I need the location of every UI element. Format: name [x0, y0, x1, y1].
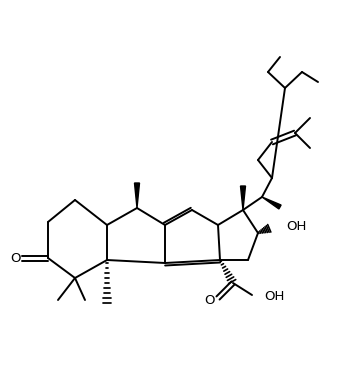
Polygon shape	[240, 186, 246, 210]
Text: O: O	[205, 293, 215, 307]
Text: O: O	[10, 252, 20, 266]
Polygon shape	[262, 197, 281, 209]
Text: OH: OH	[286, 220, 306, 232]
Text: OH: OH	[264, 290, 284, 303]
Polygon shape	[135, 183, 139, 208]
